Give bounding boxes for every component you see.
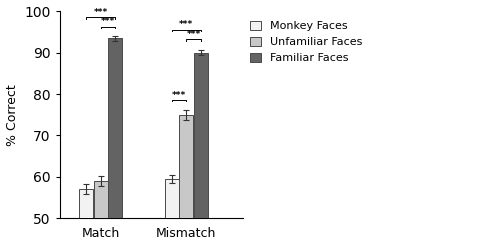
Bar (194, 53, 207, 218)
Bar (108, 38, 122, 218)
Legend: Monkey Faces, Unfamiliar Faces, Familiar Faces: Monkey Faces, Unfamiliar Faces, Familiar… (250, 21, 362, 63)
Bar (94, 181, 108, 218)
Text: ***: *** (101, 17, 115, 26)
Y-axis label: % Correct: % Correct (6, 84, 18, 146)
Bar (80, 189, 93, 218)
Text: ***: *** (172, 91, 186, 100)
Text: ***: *** (94, 8, 108, 17)
Text: ***: *** (186, 30, 200, 39)
Bar (165, 179, 178, 218)
Text: ***: *** (179, 20, 194, 29)
Bar (180, 115, 193, 218)
